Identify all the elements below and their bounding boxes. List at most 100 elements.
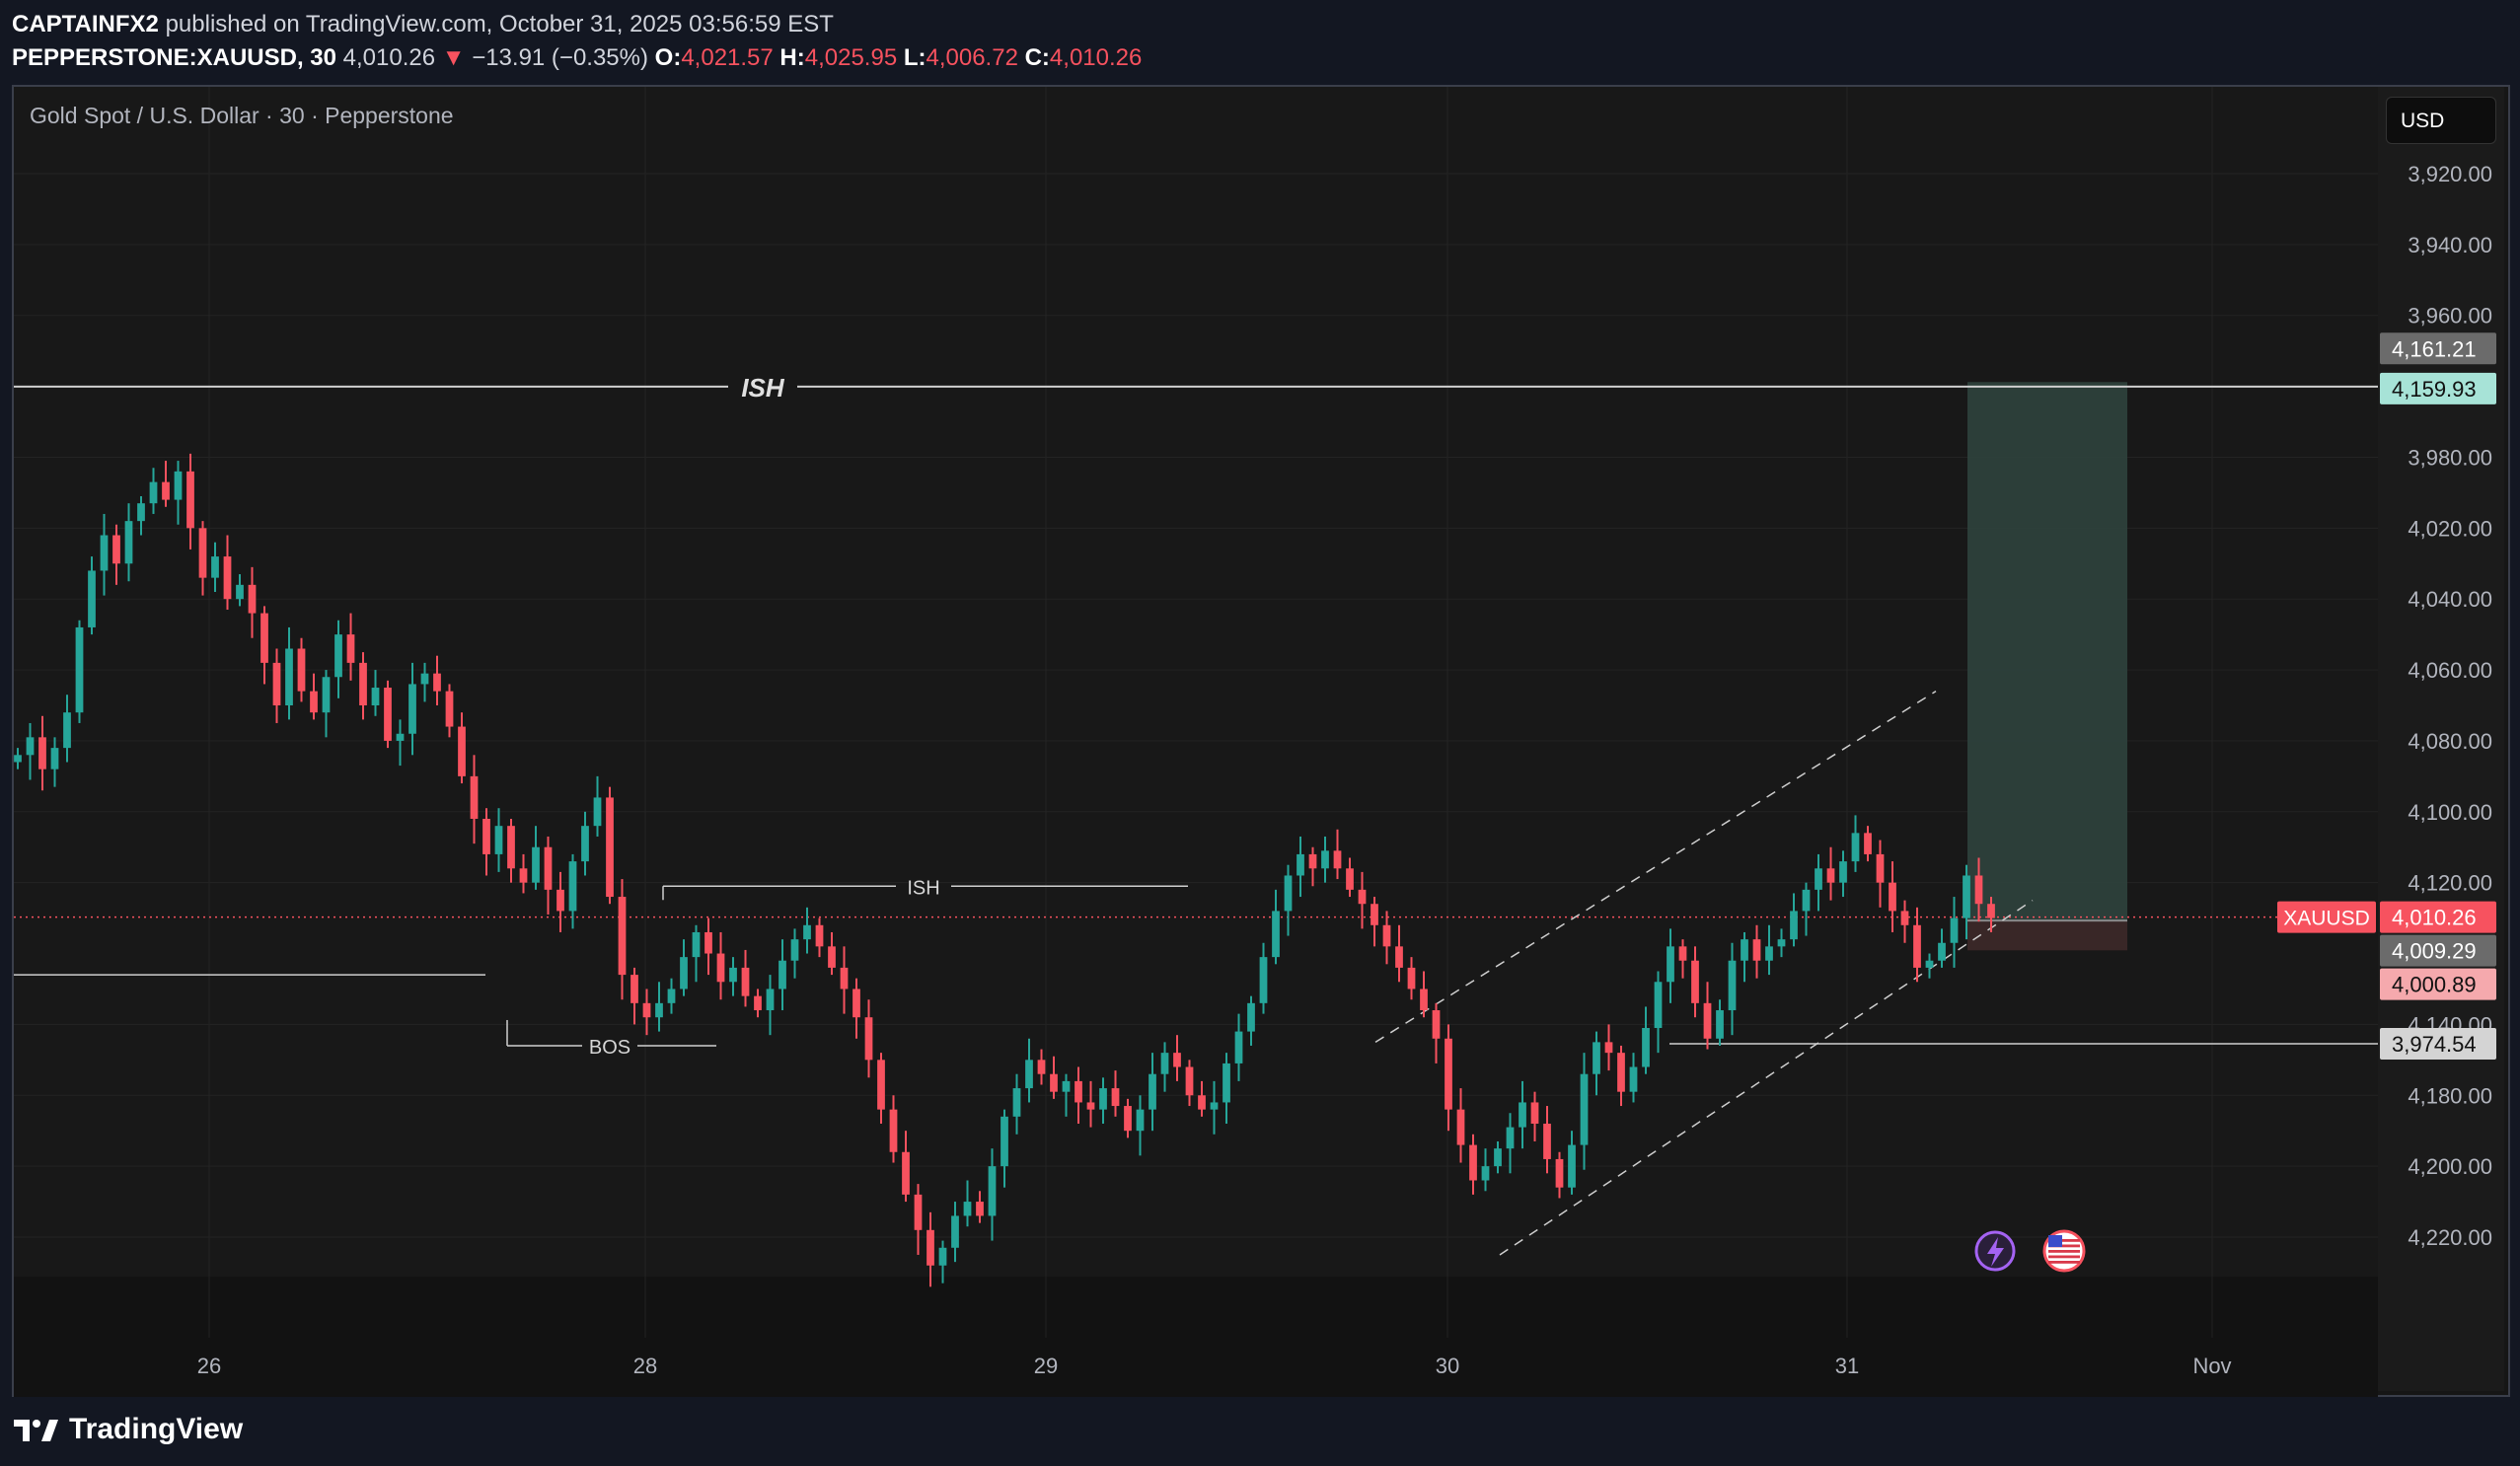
candle[interactable] (864, 999, 873, 1078)
candle[interactable] (494, 808, 503, 872)
candle[interactable] (1321, 836, 1329, 883)
candle[interactable] (951, 1202, 959, 1263)
candle[interactable] (1777, 928, 1786, 958)
candle[interactable] (482, 808, 490, 876)
candle[interactable] (1382, 911, 1391, 965)
candle[interactable] (729, 957, 737, 996)
candle[interactable] (408, 662, 416, 756)
candle[interactable] (174, 461, 183, 525)
candle[interactable] (1432, 1002, 1441, 1063)
price-scale[interactable] (2378, 87, 2504, 1391)
candle[interactable] (963, 1180, 972, 1227)
candle[interactable] (704, 917, 712, 976)
candle[interactable] (1272, 889, 1280, 965)
candle[interactable] (1223, 1053, 1230, 1125)
candle[interactable] (1086, 1080, 1095, 1128)
candle[interactable] (1173, 1035, 1181, 1081)
candle[interactable] (581, 811, 589, 876)
candle[interactable] (137, 495, 145, 536)
candle[interactable] (1185, 1060, 1194, 1107)
candle[interactable] (754, 989, 762, 1018)
candle[interactable] (1308, 846, 1317, 887)
target-zone[interactable] (1967, 382, 2127, 921)
candle[interactable] (532, 826, 540, 890)
candle[interactable] (38, 715, 46, 791)
candle[interactable] (655, 982, 663, 1032)
candle[interactable] (902, 1131, 910, 1203)
candle[interactable] (1358, 871, 1367, 929)
candle[interactable] (778, 939, 786, 1011)
support-price-tag[interactable]: 3,974.54 (2380, 1028, 2496, 1061)
candle[interactable] (433, 655, 441, 705)
candle[interactable] (1198, 1080, 1206, 1117)
candle[interactable] (1160, 1042, 1169, 1092)
candle[interactable] (1790, 893, 1798, 947)
candle[interactable] (1395, 924, 1403, 983)
candle[interactable] (1050, 1056, 1058, 1099)
candle[interactable] (1741, 931, 1748, 983)
stop-price-tag[interactable]: 4,000.89 (2380, 968, 2496, 1000)
candle[interactable] (1913, 907, 1921, 983)
candle[interactable] (889, 1095, 898, 1163)
candle[interactable] (630, 967, 638, 1025)
candle[interactable] (112, 524, 120, 585)
candle[interactable] (1617, 1045, 1625, 1107)
candle[interactable] (1765, 924, 1773, 976)
candle[interactable] (1297, 836, 1304, 898)
candle[interactable] (766, 975, 775, 1036)
candle[interactable] (1037, 1049, 1046, 1085)
candle[interactable] (618, 879, 627, 1000)
candle[interactable] (1667, 928, 1674, 1003)
candle[interactable] (1494, 1140, 1502, 1174)
candle[interactable] (26, 722, 35, 780)
candle[interactable] (1075, 1066, 1082, 1125)
candle[interactable] (1333, 829, 1342, 880)
candle[interactable] (741, 949, 750, 1007)
candle[interactable] (384, 680, 392, 749)
candle[interactable] (1124, 1098, 1132, 1138)
candle[interactable] (568, 853, 577, 929)
candle[interactable] (310, 673, 318, 720)
symbol-tag[interactable]: XAUUSD (2277, 901, 2376, 933)
candle[interactable] (1371, 897, 1378, 947)
candle[interactable] (1593, 1031, 1600, 1096)
candle[interactable] (1099, 1077, 1107, 1125)
lightning-event-icon[interactable] (1974, 1230, 2016, 1272)
candle[interactable] (1654, 971, 1663, 1054)
candle[interactable] (1506, 1113, 1515, 1174)
candle[interactable] (840, 946, 849, 1014)
candle[interactable] (680, 939, 688, 996)
candle[interactable] (1456, 1088, 1465, 1163)
candle[interactable] (667, 978, 676, 1014)
candle[interactable] (1259, 942, 1268, 1014)
candle[interactable] (285, 626, 293, 720)
candle[interactable] (100, 513, 109, 596)
candle[interactable] (1925, 953, 1934, 979)
candle[interactable] (1149, 1053, 1156, 1132)
publisher-name[interactable]: CAPTAINFX2 (12, 11, 159, 37)
candle[interactable] (420, 662, 429, 702)
candle[interactable] (236, 574, 244, 607)
candle[interactable] (507, 818, 515, 883)
candle[interactable] (1974, 857, 1983, 922)
candle[interactable] (828, 931, 836, 976)
candle[interactable] (75, 620, 84, 723)
candle[interactable] (815, 917, 824, 958)
candle[interactable] (1111, 1070, 1120, 1117)
candle[interactable] (1568, 1131, 1576, 1195)
candle[interactable] (1136, 1095, 1145, 1156)
tradingview-brand[interactable]: TradingView (12, 1413, 243, 1446)
candle[interactable] (260, 606, 268, 685)
candle[interactable] (322, 670, 331, 738)
candle[interactable] (1481, 1148, 1490, 1192)
candle[interactable] (606, 786, 614, 905)
candle[interactable] (1420, 971, 1428, 1018)
candle[interactable] (1580, 1053, 1589, 1170)
candle[interactable] (1001, 1109, 1008, 1188)
candle[interactable] (1519, 1080, 1526, 1149)
candle[interactable] (692, 924, 701, 983)
candle[interactable] (1346, 857, 1354, 898)
current-price-tag[interactable]: 4,010.26 (2380, 901, 2496, 933)
candle[interactable] (458, 712, 466, 784)
candle[interactable] (1839, 850, 1847, 898)
